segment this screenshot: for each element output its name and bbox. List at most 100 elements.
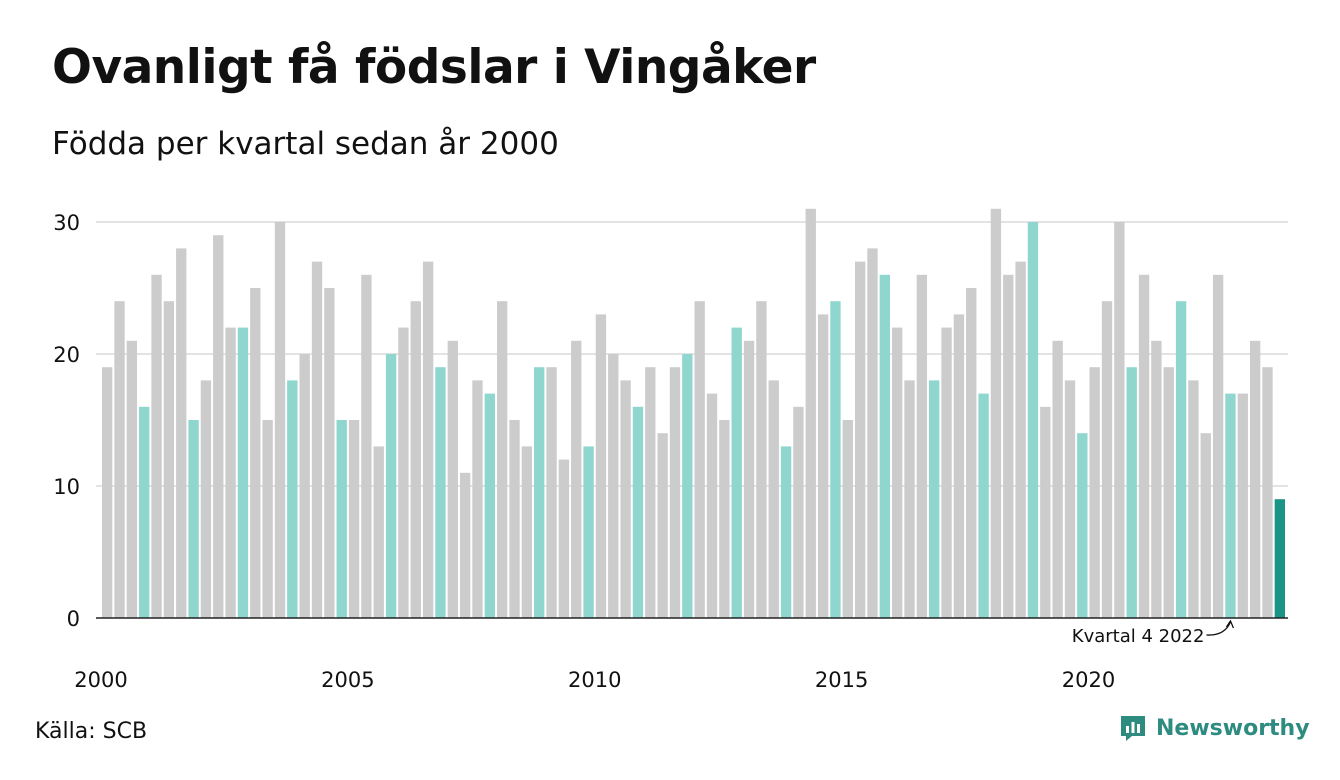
bar	[645, 367, 656, 618]
bar	[373, 446, 384, 618]
bar	[1237, 393, 1248, 618]
annotation-label: Kvartal 4 2022	[1072, 626, 1205, 647]
bar	[509, 420, 520, 618]
bar	[657, 433, 668, 618]
bar	[978, 393, 989, 618]
bar	[126, 340, 138, 618]
bar	[1200, 433, 1211, 618]
bar	[546, 367, 557, 618]
bar	[287, 380, 298, 618]
bar	[1064, 380, 1076, 618]
bar	[176, 248, 187, 618]
y-axis-ticks: 0 10 20 30	[53, 211, 80, 631]
bar	[1274, 499, 1285, 618]
bar	[472, 380, 483, 618]
bar	[213, 235, 224, 618]
bar	[879, 274, 890, 618]
bar	[830, 301, 841, 618]
bar	[756, 301, 767, 618]
x-tick-label: 2010	[568, 668, 621, 692]
bar	[459, 472, 471, 618]
bar	[225, 327, 236, 618]
bar	[274, 222, 286, 618]
bar	[916, 274, 928, 618]
bar	[324, 288, 335, 618]
newsworthy-logo-icon	[1121, 716, 1145, 741]
bar	[1040, 406, 1051, 618]
bar	[1089, 367, 1100, 618]
bar	[447, 340, 458, 618]
bar	[521, 446, 533, 618]
bar	[805, 208, 816, 619]
y-tick-label: 30	[53, 211, 80, 235]
x-tick-label: 2020	[1062, 668, 1115, 692]
bar	[188, 420, 199, 618]
chart-title: Ovanligt få födslar i Vingåker	[52, 40, 816, 95]
bar	[398, 327, 409, 618]
bar	[941, 327, 952, 618]
bar	[558, 459, 570, 618]
bar	[743, 340, 755, 618]
bar	[1114, 222, 1125, 618]
bar	[731, 327, 742, 618]
bar	[435, 367, 446, 618]
y-tick-label: 0	[67, 607, 80, 631]
bar	[595, 314, 607, 618]
bar	[719, 420, 730, 618]
bar	[793, 406, 804, 618]
bar	[620, 380, 631, 618]
chart-subtitle: Födda per kvartal sedan år 2000	[52, 126, 559, 162]
bar	[299, 354, 310, 618]
bar	[904, 380, 915, 618]
bar	[571, 340, 582, 618]
bar	[311, 261, 323, 618]
y-tick-label: 10	[53, 475, 80, 499]
bar	[1126, 367, 1137, 618]
bar	[385, 354, 397, 618]
bar	[200, 380, 212, 618]
bar	[842, 420, 853, 618]
newsworthy-logo: Newsworthy	[1118, 713, 1310, 743]
annotation-arrow	[1206, 621, 1232, 636]
bar	[1151, 340, 1162, 618]
bar	[497, 301, 508, 618]
bar	[817, 314, 829, 618]
bar	[1027, 222, 1039, 618]
bar	[1188, 380, 1199, 618]
bar	[1052, 340, 1063, 618]
bar	[1249, 340, 1261, 618]
bar	[1225, 393, 1236, 618]
bar	[1175, 301, 1187, 618]
bar	[534, 367, 545, 618]
bar	[1212, 274, 1224, 618]
bar	[990, 208, 1002, 619]
bar	[1138, 274, 1150, 618]
annotation-arrowhead	[1225, 619, 1235, 629]
annotation: Kvartal 4 2022	[1072, 619, 1235, 647]
bar	[1101, 301, 1113, 618]
bar	[1077, 433, 1088, 618]
x-tick-label: 2000	[74, 668, 127, 692]
bar	[163, 301, 175, 618]
bar	[669, 367, 681, 618]
bar	[966, 288, 977, 618]
bar	[706, 393, 718, 618]
bar	[250, 288, 261, 618]
bar	[348, 420, 360, 618]
source-label: Källa: SCB	[35, 719, 148, 744]
bar	[854, 261, 866, 618]
bars	[102, 208, 1285, 619]
bar	[361, 274, 372, 618]
x-tick-label: 2005	[321, 668, 374, 692]
y-tick-label: 20	[53, 343, 80, 367]
bar	[867, 248, 878, 618]
bar	[102, 367, 113, 618]
bar	[1163, 367, 1174, 618]
x-axis-ticks: 2000 2005 2010 2015 2020	[74, 668, 1115, 692]
bar	[151, 274, 162, 618]
bar	[1003, 274, 1014, 618]
bar	[484, 393, 495, 618]
bar	[262, 420, 273, 618]
bar	[768, 380, 779, 618]
